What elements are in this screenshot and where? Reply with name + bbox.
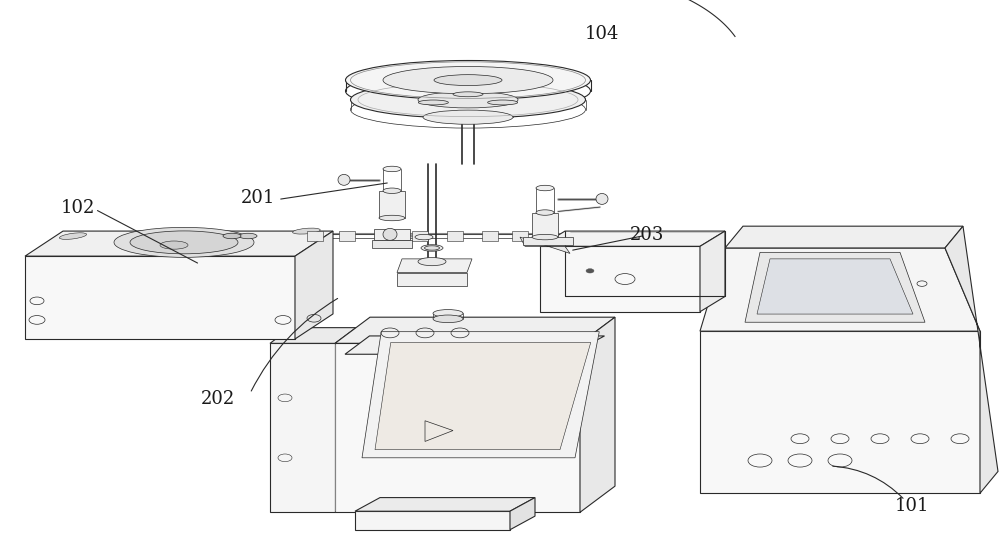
Ellipse shape (415, 234, 433, 240)
Ellipse shape (536, 185, 554, 191)
Ellipse shape (421, 245, 443, 251)
Polygon shape (482, 231, 498, 241)
Ellipse shape (379, 215, 405, 221)
Polygon shape (532, 213, 558, 237)
Ellipse shape (453, 92, 483, 97)
Polygon shape (270, 328, 356, 343)
Polygon shape (412, 231, 428, 241)
Polygon shape (447, 231, 463, 241)
Ellipse shape (59, 233, 87, 239)
Polygon shape (397, 259, 472, 272)
Ellipse shape (293, 228, 320, 234)
Ellipse shape (596, 193, 608, 204)
Polygon shape (700, 231, 725, 312)
Text: 202: 202 (201, 390, 235, 408)
Polygon shape (307, 231, 323, 241)
Text: 203: 203 (630, 226, 664, 245)
Polygon shape (945, 226, 998, 493)
Polygon shape (745, 252, 925, 322)
Ellipse shape (223, 233, 241, 239)
Polygon shape (523, 237, 573, 245)
Polygon shape (512, 231, 528, 241)
Polygon shape (375, 342, 591, 450)
Ellipse shape (532, 234, 558, 240)
Ellipse shape (434, 75, 502, 86)
Ellipse shape (383, 66, 553, 94)
Ellipse shape (424, 246, 440, 250)
Polygon shape (362, 332, 599, 458)
Polygon shape (374, 229, 410, 240)
Polygon shape (25, 256, 295, 339)
Polygon shape (757, 259, 913, 314)
Ellipse shape (130, 231, 238, 254)
Polygon shape (700, 248, 980, 331)
Polygon shape (379, 191, 405, 218)
Text: 102: 102 (61, 199, 95, 217)
Polygon shape (700, 331, 980, 493)
Ellipse shape (433, 310, 463, 317)
Ellipse shape (114, 227, 254, 257)
Ellipse shape (383, 188, 401, 193)
Ellipse shape (383, 166, 401, 172)
Ellipse shape (488, 100, 518, 105)
Polygon shape (725, 226, 963, 248)
Ellipse shape (433, 315, 463, 323)
Polygon shape (270, 343, 335, 512)
Ellipse shape (423, 110, 513, 124)
Polygon shape (540, 246, 700, 312)
Ellipse shape (536, 210, 554, 215)
Ellipse shape (338, 174, 350, 185)
Polygon shape (295, 231, 333, 339)
Ellipse shape (239, 233, 257, 239)
Ellipse shape (418, 92, 518, 108)
Polygon shape (382, 231, 398, 241)
Polygon shape (335, 317, 615, 343)
Polygon shape (397, 272, 467, 286)
Polygon shape (335, 343, 580, 512)
Ellipse shape (383, 228, 397, 240)
Polygon shape (540, 231, 725, 246)
Polygon shape (355, 511, 510, 530)
Text: 201: 201 (241, 189, 275, 208)
Text: 101: 101 (895, 496, 929, 515)
Polygon shape (372, 240, 412, 248)
Polygon shape (339, 231, 355, 241)
Ellipse shape (346, 60, 590, 100)
Ellipse shape (418, 258, 446, 265)
Polygon shape (25, 231, 333, 256)
Text: 104: 104 (585, 25, 619, 43)
Polygon shape (345, 336, 604, 354)
Polygon shape (580, 317, 615, 512)
Polygon shape (510, 498, 535, 530)
Circle shape (586, 269, 594, 273)
Ellipse shape (351, 81, 586, 118)
Ellipse shape (418, 100, 448, 105)
Polygon shape (355, 498, 535, 511)
Polygon shape (520, 237, 570, 253)
Ellipse shape (160, 241, 188, 249)
